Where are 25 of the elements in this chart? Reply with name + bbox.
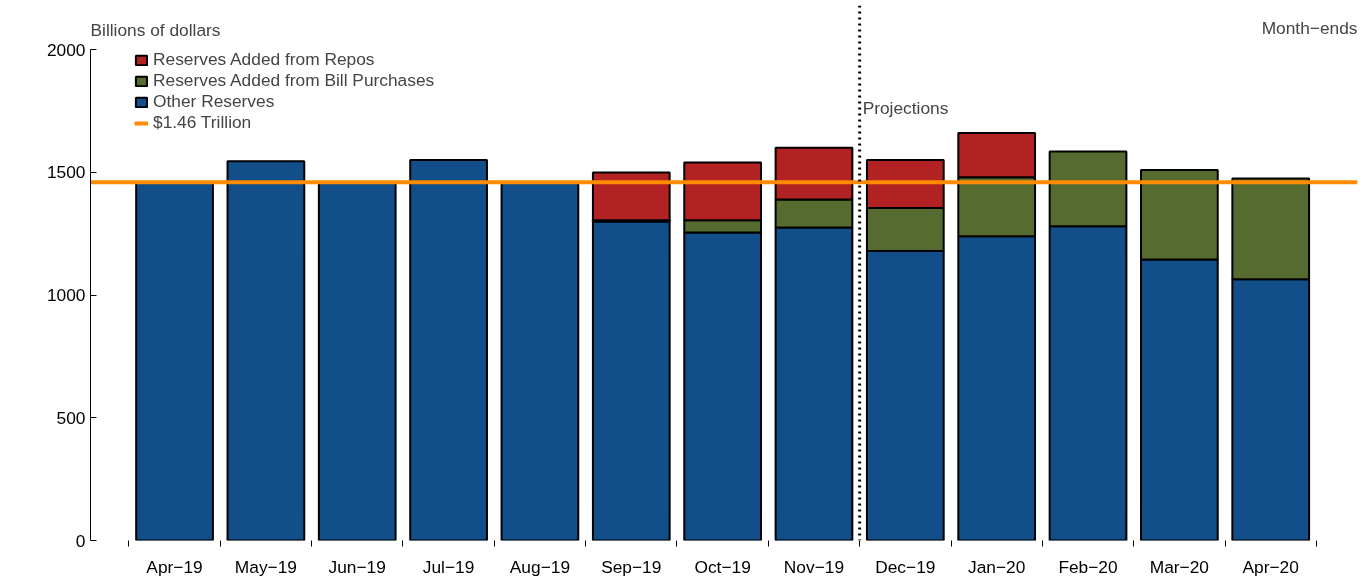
legend-label: Reserves Added from Bill Purchases <box>153 70 435 91</box>
y-tick-label: 2000 <box>46 39 86 60</box>
x-tick-label: Nov−19 <box>783 556 845 577</box>
legend-label: $1.46 Trillion <box>153 112 252 133</box>
y-tick-label: 1500 <box>46 162 86 183</box>
x-tick-label: Oct−19 <box>694 556 751 577</box>
text: Month−ends <box>1261 17 1358 38</box>
y-tick-label: 1000 <box>46 285 86 306</box>
legend-label: Other Reserves <box>153 91 275 112</box>
x-tick-label: Sep−19 <box>601 556 662 577</box>
x-tick-label: Jul−19 <box>422 556 475 577</box>
x-tick-label: Jun−19 <box>328 556 386 577</box>
x-tick-label: Jan−20 <box>968 556 1026 577</box>
x-tick-label: Feb−20 <box>1058 556 1118 577</box>
x-tick-label: Dec−19 <box>875 556 936 577</box>
legend-label: Reserves Added from Repos <box>153 49 375 70</box>
x-tick-label: Apr−20 <box>1242 556 1299 577</box>
x-tick-label: Mar−20 <box>1149 556 1209 577</box>
y-axis-title: Billions of dollars <box>90 19 221 40</box>
y-tick-label: 0 <box>75 530 86 551</box>
x-tick-label: May−19 <box>234 556 297 577</box>
x-tick-label: Apr−19 <box>146 556 203 577</box>
x-tick-label: Aug−19 <box>509 556 571 577</box>
annotation: Projections <box>862 98 949 119</box>
y-tick-label: 500 <box>56 407 86 428</box>
